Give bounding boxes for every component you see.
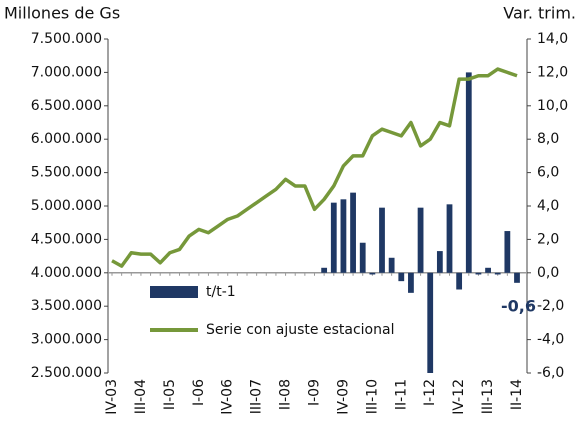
y-tick-label: 4.000.000 xyxy=(31,265,102,281)
y-tick-label: 7.500.000 xyxy=(31,31,102,47)
legend-label: Serie con ajuste estacional xyxy=(206,322,394,338)
y2-tick-label: -4,0 xyxy=(537,332,564,348)
y2-tick-label: 6,0 xyxy=(537,165,559,181)
y2-tick-label: 12,0 xyxy=(537,64,568,80)
y-tick-label: 3.000.000 xyxy=(31,332,102,348)
y-tick-label: 5.000.000 xyxy=(31,198,102,214)
x-tick-label: II-11 xyxy=(393,379,409,410)
y2-tick-label: 2,0 xyxy=(537,231,559,247)
bar xyxy=(436,251,443,273)
x-tick-label: III-10 xyxy=(364,379,380,414)
y2-tick-label: 10,0 xyxy=(537,98,568,114)
y2-tick-label: 8,0 xyxy=(537,131,559,147)
x-tick-label: IV-09 xyxy=(335,379,351,415)
bar xyxy=(494,272,501,275)
y-axis-title: Millones de Gs xyxy=(4,4,120,23)
bar xyxy=(417,207,424,273)
bar xyxy=(321,267,328,273)
x-tick-label: I-09 xyxy=(307,379,323,406)
bar xyxy=(408,272,414,293)
legend-label: t/t-1 xyxy=(206,284,236,300)
y2-tick-label: 4,0 xyxy=(537,198,559,214)
bar xyxy=(369,272,376,275)
y-tick-label: 2.500.000 xyxy=(31,365,102,381)
x-tick-label: IV-12 xyxy=(451,379,467,415)
x-tick-label: II-08 xyxy=(278,379,294,410)
y2-tick-label: 0,0 xyxy=(537,265,559,281)
legend-swatch xyxy=(150,286,198,298)
bar xyxy=(456,272,463,290)
y-tick-label: 6.000.000 xyxy=(31,131,102,147)
bar xyxy=(330,202,337,273)
y2-tick-label: -6,0 xyxy=(537,365,564,381)
bar xyxy=(465,72,472,273)
y2-axis-title: Var. trim. xyxy=(503,4,576,23)
bar xyxy=(485,267,491,273)
bar xyxy=(504,231,511,273)
x-tick-label: IV-06 xyxy=(220,379,236,415)
bar xyxy=(350,192,356,273)
bar xyxy=(379,207,385,273)
x-tick-label: III-07 xyxy=(249,379,265,414)
line xyxy=(111,67,518,268)
annotation: -0,6 xyxy=(501,297,536,316)
y-tick-label: 7.000.000 xyxy=(31,64,102,80)
y2-tick-label: 14,0 xyxy=(537,31,568,47)
bar xyxy=(398,272,405,282)
x-tick-label: IV-03 xyxy=(104,379,120,415)
x-tick-label: II-14 xyxy=(509,379,525,410)
x-tick-label: III-04 xyxy=(133,379,149,414)
y-tick-label: 4.500.000 xyxy=(31,231,102,247)
bar xyxy=(475,272,482,275)
y2-tick-label: -2,0 xyxy=(537,298,564,314)
bar xyxy=(514,272,520,283)
bar xyxy=(388,257,395,273)
x-tick-label: I-12 xyxy=(422,379,438,406)
y-tick-label: 3.500.000 xyxy=(31,298,102,314)
y-tick-label: 5.500.000 xyxy=(31,165,102,181)
bar xyxy=(446,204,453,273)
bar xyxy=(359,242,366,273)
x-tick-label: I-06 xyxy=(191,379,207,406)
y-tick-label: 6.500.000 xyxy=(31,98,102,114)
bar xyxy=(427,272,434,373)
x-tick-label: II-05 xyxy=(162,379,178,410)
bar xyxy=(340,199,347,273)
x-tick-label: III-13 xyxy=(480,379,496,414)
